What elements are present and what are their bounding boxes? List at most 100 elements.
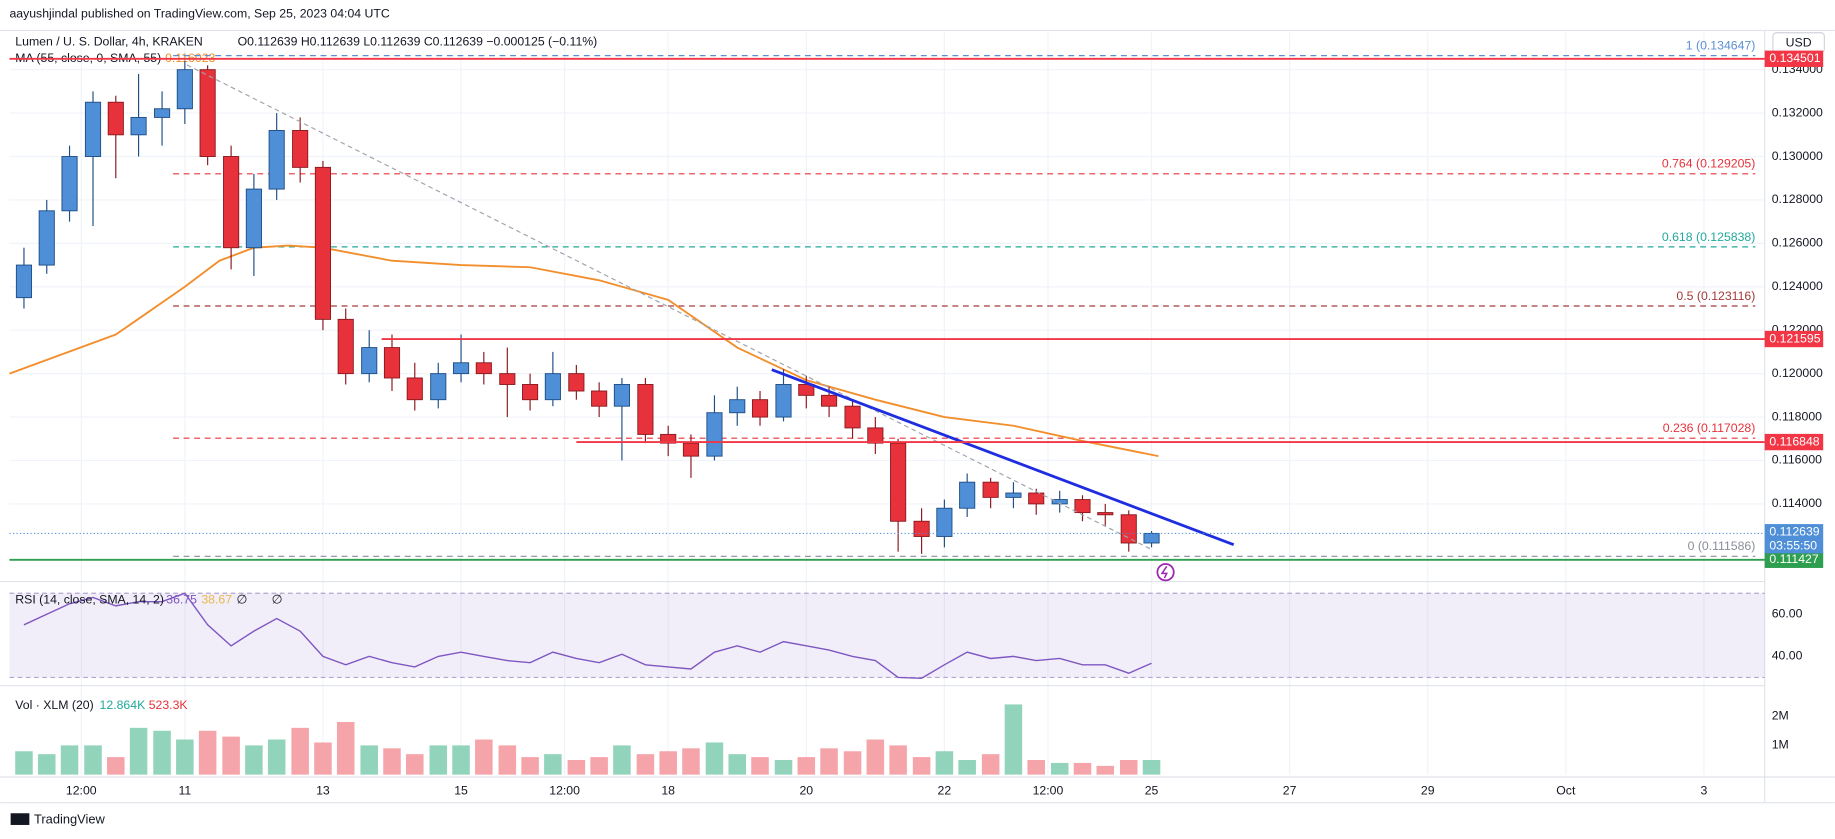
- volume-bar: [176, 739, 194, 775]
- rsi-line: [23, 592, 1152, 679]
- candle-body: [936, 507, 953, 537]
- volume-bar: [383, 748, 401, 775]
- candle-body: [982, 481, 999, 498]
- volume-bar: [1027, 760, 1045, 775]
- y-tick-label: 0.126000: [1772, 236, 1823, 250]
- volume-bar: [291, 727, 309, 775]
- volume-bar: [1050, 762, 1069, 775]
- candle-body: [821, 394, 838, 407]
- ohlc-legend: O0.112639 H0.112639 L0.112639 C0.112639 …: [238, 34, 598, 48]
- candle-body: [1143, 532, 1160, 544]
- fib-label: 0.764 (0.129205): [1662, 157, 1755, 171]
- candle-body: [682, 442, 700, 457]
- volume-legend-value: 12.864K: [100, 698, 147, 712]
- volume-bar: [360, 745, 378, 775]
- rsi-legend: RSI (14, close, SMA, 14, 2): [15, 593, 164, 607]
- volume-bar: [889, 745, 907, 775]
- x-tick-label: 25: [1145, 783, 1159, 797]
- volume-bar: [153, 730, 171, 775]
- candle-body: [176, 69, 193, 110]
- candle-body: [61, 156, 78, 212]
- y-tick-label: 0.114000: [1772, 496, 1822, 510]
- volume-bar: [912, 757, 931, 775]
- candle-body: [867, 427, 884, 444]
- y-tick-label: 40.00: [1772, 649, 1803, 663]
- volume-bar: [245, 745, 263, 775]
- last-price-tag: [1764, 524, 1824, 554]
- volume-bar: [705, 742, 724, 775]
- price-tag: [1764, 330, 1824, 348]
- x-tick-label: 12:00: [549, 783, 580, 797]
- candle-body: [199, 69, 216, 157]
- ma-legend-value: 0.116023: [165, 51, 215, 65]
- moving-average: [9, 244, 1159, 458]
- x-tick-label: 20: [799, 783, 813, 797]
- volume-bar: [935, 751, 954, 775]
- volume-bar: [613, 745, 631, 775]
- currency[interactable]: USD: [1786, 36, 1812, 50]
- y-tick-label: 1M: [1772, 738, 1789, 752]
- volume-bar: [728, 754, 747, 775]
- y-tick-label: 0.132000: [1772, 105, 1823, 119]
- volume-bar: [682, 748, 700, 775]
- candle-body: [706, 412, 723, 457]
- trendline: [771, 368, 1235, 547]
- candle-body: [913, 520, 930, 537]
- volume-bar: [15, 751, 33, 775]
- rsi-legend-value: ∅: [272, 593, 283, 607]
- candle-body: [223, 156, 240, 249]
- event-icon[interactable]: [1156, 563, 1175, 582]
- candle-body: [522, 384, 539, 401]
- volume-bar: [475, 739, 493, 775]
- price-tag-label: 0.116848: [1769, 434, 1819, 448]
- candle-body: [591, 390, 608, 407]
- volume-legend: Vol · XLM (20): [15, 698, 93, 712]
- volume-bar: [498, 745, 517, 775]
- candle-body: [245, 188, 262, 249]
- x-tick-label: 11: [178, 783, 191, 797]
- volume-bar: [222, 736, 240, 775]
- candle-body: [637, 384, 654, 435]
- rsi-legend-value: ∅: [236, 593, 247, 607]
- volume-bar: [267, 739, 286, 775]
- candle-body: [38, 210, 55, 266]
- candle-body: [499, 373, 516, 385]
- volume-bar: [751, 757, 769, 775]
- volume-bar: [981, 754, 1000, 775]
- x-tick-label: 29: [1421, 783, 1435, 797]
- candle-body: [1028, 492, 1045, 505]
- candle-body: [84, 101, 102, 157]
- candle-body: [430, 373, 447, 401]
- candle-body: [844, 405, 861, 429]
- volume-bar: [1004, 704, 1023, 775]
- y-tick-label: 0.118000: [1772, 409, 1822, 423]
- candle-body: [613, 384, 630, 407]
- y-tick-label: 60.00: [1772, 607, 1803, 621]
- y-tick-label: 2M: [1772, 708, 1789, 722]
- volume-bar: [1096, 765, 1115, 775]
- volume-bar: [314, 742, 332, 775]
- price-tag: [1764, 50, 1824, 67]
- candle-body: [660, 433, 677, 444]
- volume-bar: [452, 745, 470, 775]
- ma-legend: MA (55, close, 0, SMA, 55): [15, 51, 161, 65]
- y-tick-label: 0.130000: [1772, 149, 1823, 163]
- y-tick-label: 0.120000: [1772, 366, 1823, 380]
- volume-bar: [60, 745, 79, 775]
- volume-bar: [129, 727, 148, 775]
- x-tick-label: 13: [316, 783, 330, 797]
- volume-bar: [429, 745, 448, 775]
- candle-body: [268, 129, 285, 190]
- candle-body: [775, 384, 792, 418]
- candle-body: [1097, 512, 1114, 516]
- candle-body: [314, 166, 332, 320]
- published-note: aayushjindal published on TradingView.co…: [9, 6, 389, 20]
- volume-bar: [84, 745, 102, 775]
- x-tick-label: 22: [938, 783, 952, 797]
- volume-bar: [820, 748, 838, 775]
- volume-bar: [843, 751, 862, 775]
- volume-bar: [1119, 760, 1138, 775]
- candle-body: [15, 264, 33, 299]
